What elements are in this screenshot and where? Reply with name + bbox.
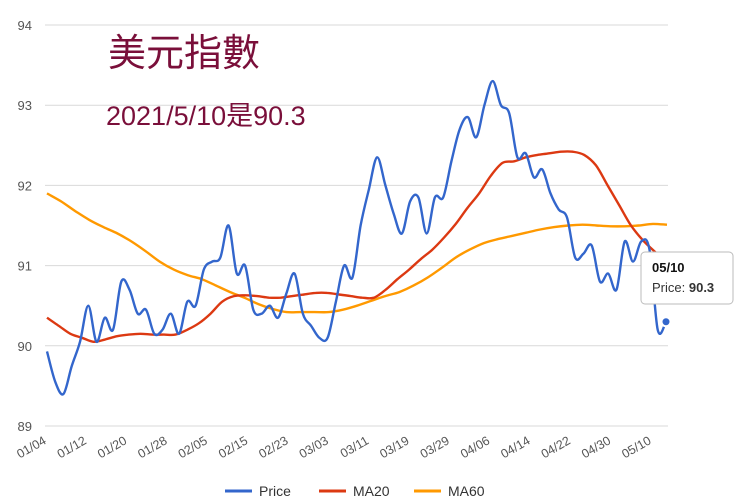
y-tick-label: 89	[18, 419, 32, 434]
x-tick-label: 02/15	[216, 433, 250, 461]
x-tick-label: 04/30	[579, 433, 613, 461]
x-tick-label: 03/19	[377, 433, 411, 461]
tooltip-value: 90.3	[689, 280, 714, 295]
series-line-ma60	[46, 192, 668, 314]
tooltip-line: Price: 90.3	[652, 280, 714, 295]
x-tick-label: 04/14	[498, 433, 532, 461]
series-line-price	[45, 79, 668, 396]
chart-title: 美元指數	[108, 33, 260, 75]
legend-label-price: Price	[259, 483, 291, 499]
x-tick-label: 01/12	[55, 433, 89, 461]
x-tick-label: 04/06	[458, 433, 492, 461]
y-tick-label: 90	[18, 339, 32, 354]
series-line-ma20	[46, 150, 667, 344]
legend-item-price[interactable]: Price	[225, 483, 291, 499]
x-tick-label: 01/04	[14, 433, 48, 461]
x-tick-label: 05/10	[619, 433, 653, 461]
y-tick-label: 91	[18, 259, 32, 274]
legend-item-ma60[interactable]: MA60	[414, 483, 485, 499]
tooltip-separator: :	[682, 280, 689, 295]
tooltip-label: Price	[652, 280, 682, 295]
x-tick-label: 02/05	[176, 433, 210, 461]
hover-point[interactable]	[660, 316, 672, 328]
x-axis-ticks: 01/04 01/12 01/20 01/28 02/05 02/15 02/23 03/03…	[14, 433, 653, 461]
tooltip-box	[640, 251, 734, 305]
y-tick-label: 94	[18, 18, 32, 33]
x-tick-label: 01/20	[95, 433, 129, 461]
tooltip: 05/10 Price: 90.3	[640, 251, 734, 305]
y-axis-ticks: 89 90 91 92 93 94	[18, 18, 32, 434]
grid-lines	[45, 24, 668, 427]
legend: Price MA20 MA60	[225, 483, 485, 499]
series-lines	[45, 79, 668, 396]
x-tick-label: 03/29	[418, 433, 452, 461]
x-tick-label: 02/23	[256, 433, 290, 461]
legend-label-ma60: MA60	[448, 483, 485, 499]
y-tick-label: 93	[18, 98, 32, 113]
x-tick-label: 01/28	[135, 433, 169, 461]
x-tick-label: 03/03	[297, 433, 331, 461]
x-tick-label: 03/11	[338, 433, 371, 460]
tooltip-date: 05/10	[652, 260, 685, 275]
y-tick-label: 92	[18, 178, 32, 193]
x-tick-label: 04/22	[539, 433, 573, 461]
legend-label-ma20: MA20	[353, 483, 390, 499]
chart-subtitle: 2021/5/10是90.3	[106, 101, 306, 131]
legend-item-ma20[interactable]: MA20	[319, 483, 390, 499]
